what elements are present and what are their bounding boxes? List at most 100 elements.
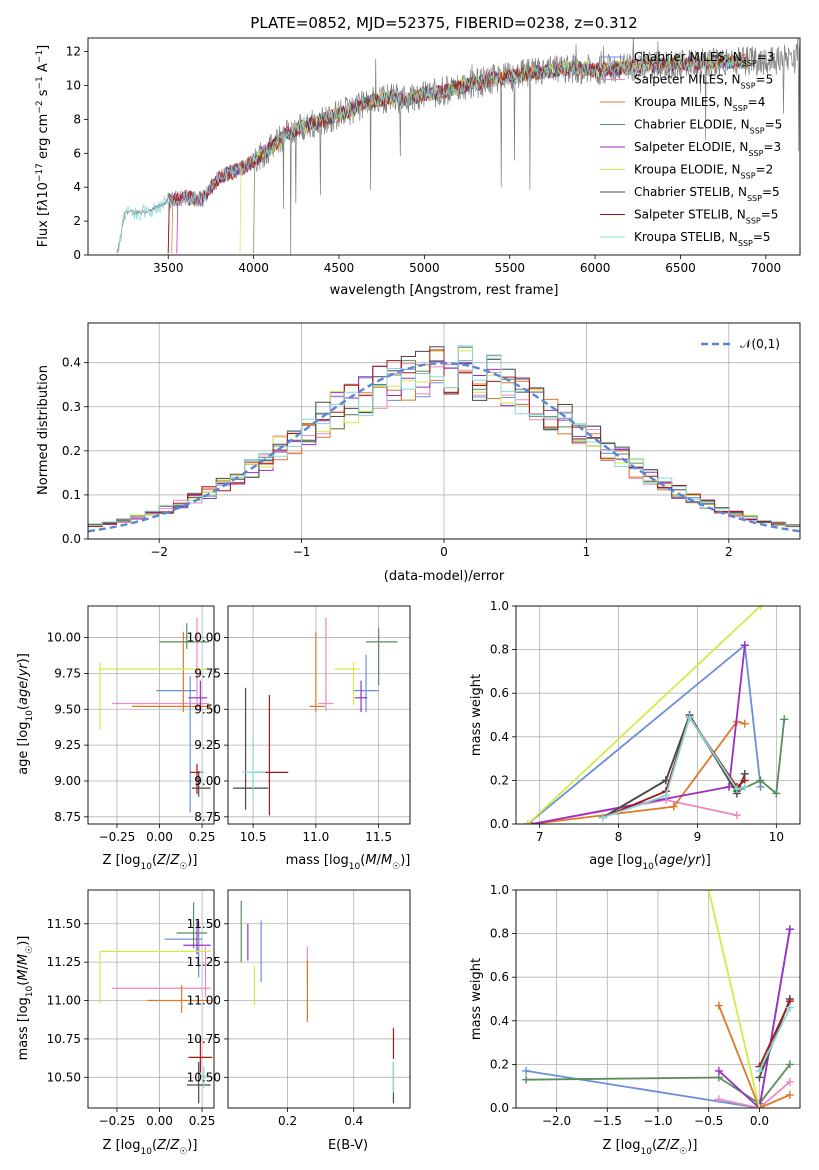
mass_weight_vs_age-marker-8-0 bbox=[598, 813, 607, 822]
age_vs_mass-ytick-label-1: 9.00 bbox=[194, 774, 221, 788]
ebv-xlabel: E(B-V) bbox=[328, 1138, 368, 1153]
spectrum-xtick-label-7: 7000 bbox=[751, 261, 782, 275]
legend-label-2: Kroupa MILES, NSSP=4 bbox=[634, 95, 765, 113]
legend-label-0: Chabrier MILES, NSSP=3 bbox=[634, 50, 774, 68]
residuals-xtick-label-0: −2 bbox=[150, 545, 168, 559]
residuals-ytick-label-4: 0.4 bbox=[62, 356, 81, 370]
mass_weight_vs_Z-marker-3-0 bbox=[522, 1075, 531, 1084]
mass_weight_vs_Z-xtick-label-0: −2.0 bbox=[542, 1114, 571, 1128]
mass_vs_Z-panel: −0.25 0.00 0.25 10.50 10.75 11.00 11.25 11.50 bbox=[47, 889, 215, 1128]
mass_weight_vs_age-marker-8-3 bbox=[732, 785, 741, 794]
mass_weight_vs_Z-marker-1-0 bbox=[714, 1095, 723, 1104]
age_vs_Z-xtick-label-0: −0.25 bbox=[99, 830, 136, 844]
legend-label-5: Kroupa ELODIE, NSSP=2 bbox=[634, 163, 773, 181]
spectrum-ytick-label-4: 8 bbox=[73, 112, 81, 126]
spectrum-xtick-label-5: 6000 bbox=[580, 261, 611, 275]
age_vs_mass-panel: 10.5 11.0 11.5 8.75 9.00 9.25 9.50 9.75 10.00 bbox=[187, 605, 411, 844]
spectrum-xtick-label-2: 4500 bbox=[324, 261, 355, 275]
mass_weight_vs_age-marker-4-2 bbox=[740, 641, 749, 650]
mass_weight_vs_Z-marker-8-1 bbox=[785, 1003, 794, 1012]
legend-label-6: Chabrier STELIB, NSSP=5 bbox=[634, 185, 780, 203]
mass_vs_EBV-frame bbox=[227, 889, 411, 1109]
age_vs_mass-frame bbox=[227, 605, 411, 825]
age_vs_Z-ytick-label-0: 8.75 bbox=[54, 810, 81, 824]
Z-xlabel-bottom: Z [log10(Z/Z☉)] bbox=[103, 1138, 198, 1157]
Z-xlabel-top: Z [log10(Z/Z☉)] bbox=[103, 853, 198, 872]
mass_weight_vs_Z-ytick-label-5: 1.0 bbox=[490, 883, 509, 897]
mass_weight_vs_age-marker-5-0 bbox=[523, 820, 532, 824]
spectrum-xtick-label-3: 5000 bbox=[409, 261, 440, 275]
residuals-xlabel: (data-model)/error bbox=[384, 569, 505, 584]
mass_vs_EBV-ytick-label-1: 10.75 bbox=[187, 1032, 221, 1046]
spectrum-xtick-label-4: 5500 bbox=[494, 261, 525, 275]
residuals-xtick-label-2: 0 bbox=[440, 545, 448, 559]
mass_vs_EBV-ytick-label-0: 10.50 bbox=[187, 1070, 221, 1084]
mass_vs_EBV-xtick-label-0: 0.2 bbox=[278, 1114, 297, 1128]
residuals-xtick-label-1: −1 bbox=[293, 545, 311, 559]
mass_weight_vs_age-marker-8-4 bbox=[740, 782, 749, 791]
residual-hist-7 bbox=[88, 349, 800, 527]
residuals-frame bbox=[87, 322, 801, 540]
mass_weight_vs_age-frame bbox=[515, 605, 801, 825]
spectrum-ytick-label-0: 0 bbox=[73, 248, 81, 262]
mass_vs_Z-ytick-label-3: 11.25 bbox=[47, 955, 81, 969]
mass_weight_vs_age-marker-2-1 bbox=[669, 802, 678, 811]
age_vs_mass-ytick-label-4: 9.75 bbox=[194, 666, 221, 680]
mass_weight_vs_age-marker-2-3 bbox=[740, 719, 749, 728]
legend-label-8: Kroupa STELIB, NSSP=5 bbox=[634, 230, 771, 248]
mass_vs_EBV-ytick-label-3: 11.25 bbox=[187, 955, 221, 969]
mass_weight_vs_Z-ytick-label-1: 0.2 bbox=[490, 1057, 509, 1071]
age_vs_mass-xtick-label-2: 11.5 bbox=[365, 830, 392, 844]
residuals-ytick-label-1: 0.1 bbox=[62, 488, 81, 502]
age-ylabel: age [log10(age/yr)] bbox=[16, 653, 35, 775]
mass_vs_EBV-ytick-label-2: 11.00 bbox=[187, 994, 221, 1008]
mass-weight-ylabel-bottom: mass weight bbox=[469, 958, 484, 1040]
legend-label-7: Salpeter STELIB, NSSP=5 bbox=[634, 208, 778, 226]
mass_weight_vs_Z-ytick-label-3: 0.6 bbox=[490, 970, 509, 984]
spectrum-ytick-label-2: 4 bbox=[73, 180, 81, 194]
spectrum-xtick-label-6: 6500 bbox=[665, 261, 696, 275]
mass_vs_Z-frame bbox=[87, 889, 215, 1109]
age_vs_Z-xtick-label-1: 0.00 bbox=[146, 830, 173, 844]
age_vs_mass-data bbox=[233, 617, 398, 816]
mass_weight_vs_age-xtick-label-1: 8 bbox=[615, 830, 623, 844]
mass_weight_vs_age-marker-3-4 bbox=[756, 776, 765, 785]
spectrum-ytick-label-3: 6 bbox=[73, 146, 81, 160]
mass_weight_vs_Z-data bbox=[522, 890, 794, 1108]
mass-xlabel: mass [log10(M/M☉)] bbox=[286, 853, 411, 872]
mass_weight_vs_age-xtick-label-2: 9 bbox=[694, 830, 702, 844]
mass_weight_vs_age-ytick-label-2: 0.4 bbox=[490, 730, 509, 744]
age_vs_mass-xtick-label-1: 11.0 bbox=[303, 830, 330, 844]
mass_vs_Z-xtick-label-0: −0.25 bbox=[99, 1114, 136, 1128]
mass_vs_Z-ytick-label-4: 11.50 bbox=[47, 917, 81, 931]
normal-curve bbox=[88, 361, 800, 533]
residuals-xtick-label-3: 1 bbox=[583, 545, 591, 559]
spectrum-data bbox=[116, 38, 800, 255]
legend-label-3: Chabrier ELODIE, NSSP=5 bbox=[634, 118, 782, 136]
age_vs_mass-ytick-label-0: 8.75 bbox=[194, 810, 221, 824]
spectrum-ylabel: Flux [fλ10−17 erg cm−2 s−1 A−1] bbox=[35, 45, 51, 247]
mass_weight_vs_age-ytick-label-1: 0.2 bbox=[490, 773, 509, 787]
spectrum-xtick-label-0: 3500 bbox=[153, 261, 184, 275]
mass_weight_vs_Z-line-8 bbox=[758, 1007, 791, 1072]
observed-spectrum-line bbox=[116, 38, 800, 255]
mass_weight_vs_Z-line-2 bbox=[718, 1005, 791, 1108]
mass_weight_vs_age-marker-5-1 bbox=[756, 606, 765, 610]
mass_weight_vs_Z-line-5 bbox=[707, 890, 761, 1108]
mass_weight_vs_Z-marker-4-0 bbox=[714, 1066, 723, 1075]
model-spectrum-7 bbox=[167, 54, 749, 254]
mass_vs_Z-data bbox=[99, 902, 213, 1104]
residuals-ytick-label-3: 0.3 bbox=[62, 400, 81, 414]
mass_weight_vs_age-line-5 bbox=[527, 606, 762, 824]
normal-legend-label: 𝒩(0,1) bbox=[740, 337, 780, 351]
mass_weight_vs_Z-line-1 bbox=[718, 1081, 791, 1108]
mass_weight_vs_Z-marker-2-2 bbox=[785, 1090, 794, 1099]
mass_weight_vs_age-marker-1-2 bbox=[732, 811, 741, 820]
mass_weight_vs_Z-line-4 bbox=[718, 929, 791, 1108]
age_vs_Z-xtick-label-2: 0.25 bbox=[189, 830, 216, 844]
mass_weight_vs_age-marker-3-5 bbox=[772, 789, 781, 798]
mass_vs_Z-ytick-label-2: 11.00 bbox=[47, 994, 81, 1008]
mass-ylabel: mass [log10(M/M☉)] bbox=[16, 936, 35, 1061]
mass_vs_EBV-data bbox=[240, 900, 395, 1104]
mass_weight_vs_Z-panel: −2.0 −1.5 −1.0 −0.5 0.0 0.0 0.2 0.4 0.6 0.8 1.0 bbox=[490, 883, 801, 1128]
